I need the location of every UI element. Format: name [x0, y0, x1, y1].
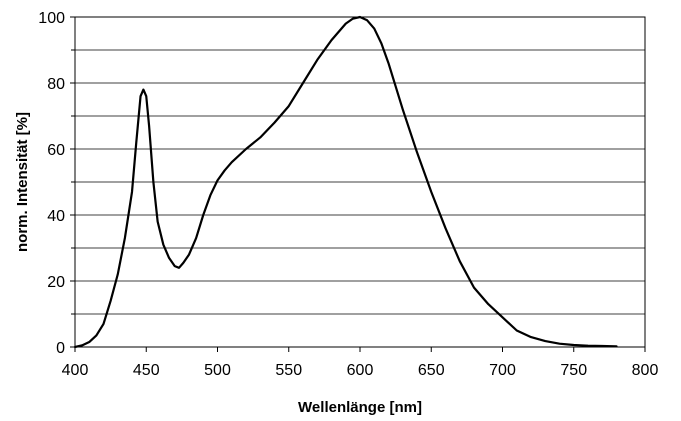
tick-marks — [70, 16, 646, 352]
x-tick-label: 450 — [133, 362, 160, 379]
x-tick-label: 750 — [560, 362, 587, 379]
x-tick-label: 700 — [489, 362, 516, 379]
x-tick-label: 400 — [62, 362, 89, 379]
intensity-curve — [73, 15, 618, 349]
y-tick-label: 0 — [56, 340, 65, 357]
x-tick-label: 800 — [632, 362, 659, 379]
y-tick-label: 20 — [47, 274, 65, 291]
y-tick-label: 100 — [38, 10, 65, 27]
y-tick-label: 40 — [47, 208, 65, 225]
x-tick-labels: 400 450 500 550 600 650 700 750 800 — [62, 362, 659, 379]
y-tick-label: 80 — [47, 76, 65, 93]
x-axis-title: Wellenlänge [nm] — [298, 399, 422, 416]
x-tick-label: 650 — [418, 362, 445, 379]
y-tick-label: 60 — [47, 142, 65, 159]
gridlines — [75, 49, 645, 315]
x-tick-label: 600 — [347, 362, 374, 379]
y-tick-labels: 0 20 40 60 80 100 — [38, 10, 65, 357]
x-tick-label: 550 — [275, 362, 302, 379]
x-tick-label: 500 — [204, 362, 231, 379]
y-axis-title: norm. Intensität [%] — [14, 112, 31, 252]
